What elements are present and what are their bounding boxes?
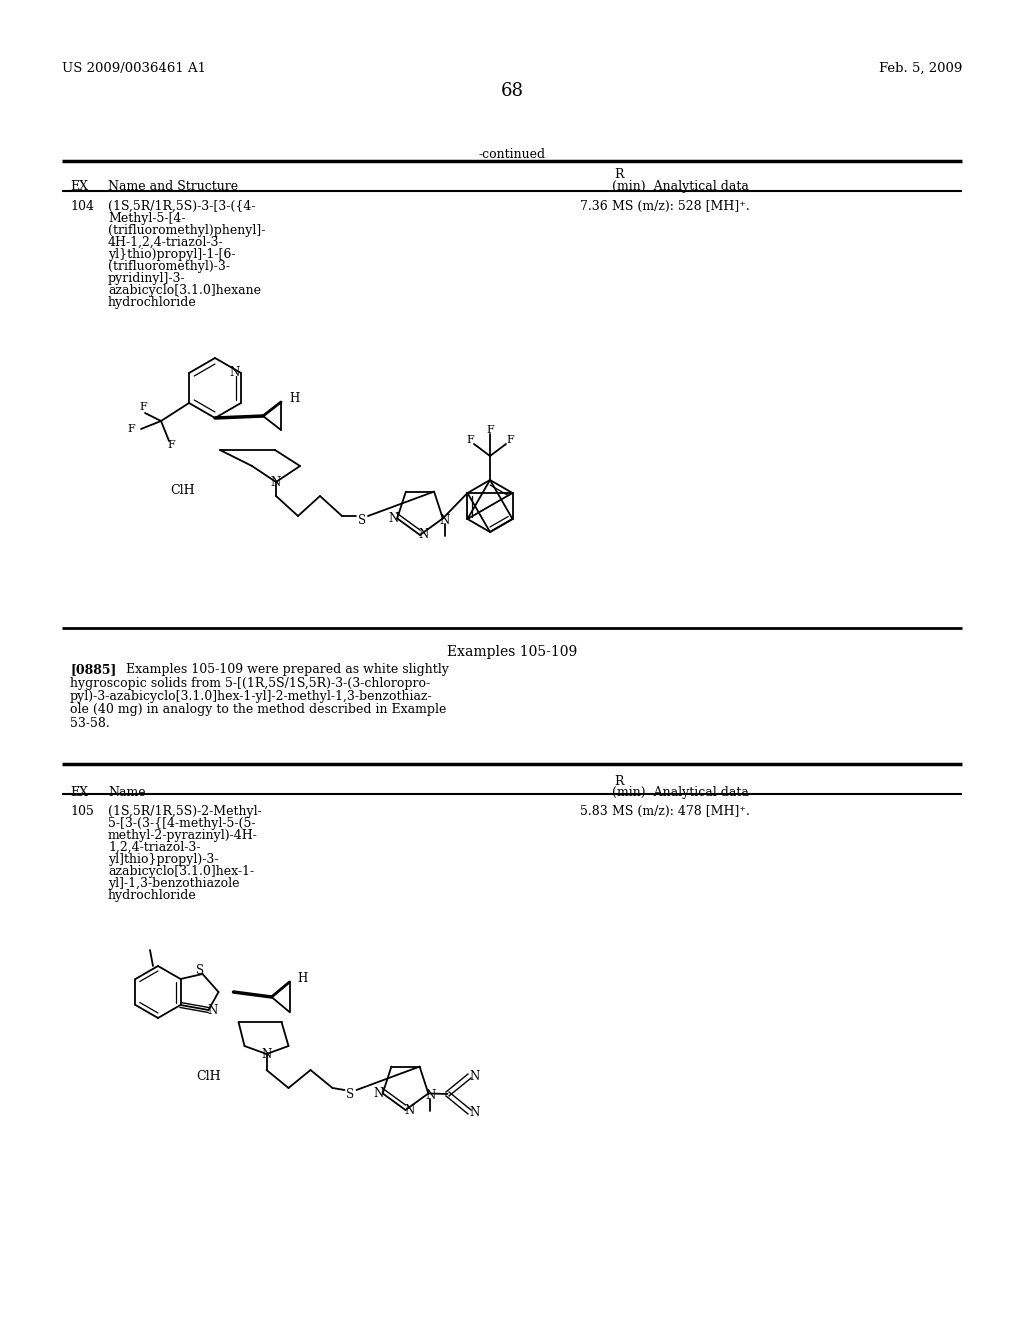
Text: N: N xyxy=(208,1003,218,1016)
Text: azabicyclo[3.1.0]hexane: azabicyclo[3.1.0]hexane xyxy=(108,284,261,297)
Text: S: S xyxy=(358,515,366,528)
Text: (min)  Analytical data: (min) Analytical data xyxy=(612,180,749,193)
Text: 53-58.: 53-58. xyxy=(70,717,110,730)
Text: F: F xyxy=(466,436,474,445)
Text: yl}thio)propyl]-1-[6-: yl}thio)propyl]-1-[6- xyxy=(108,248,236,261)
Text: 105: 105 xyxy=(70,805,94,818)
Text: hydrochloride: hydrochloride xyxy=(108,296,197,309)
Text: [0885]: [0885] xyxy=(70,663,117,676)
Text: EX: EX xyxy=(70,180,88,193)
Text: N: N xyxy=(404,1104,415,1117)
Text: 1,2,4-triazol-3-: 1,2,4-triazol-3- xyxy=(108,841,201,854)
Text: 104: 104 xyxy=(70,201,94,213)
Text: methyl-2-pyrazinyl)-4H-: methyl-2-pyrazinyl)-4H- xyxy=(108,829,258,842)
Text: N: N xyxy=(271,475,282,488)
Text: US 2009/0036461 A1: US 2009/0036461 A1 xyxy=(62,62,206,75)
Text: S: S xyxy=(346,1088,354,1101)
Text: (min)  Analytical data: (min) Analytical data xyxy=(612,785,749,799)
Text: (trifluoromethyl)-3-: (trifluoromethyl)-3- xyxy=(108,260,230,273)
Text: ClH: ClH xyxy=(197,1069,221,1082)
Text: H: H xyxy=(289,392,299,404)
Text: N: N xyxy=(425,1089,435,1102)
Text: F: F xyxy=(127,424,135,434)
Text: F: F xyxy=(486,425,494,436)
Text: 4H-1,2,4-triazol-3-: 4H-1,2,4-triazol-3- xyxy=(108,236,223,249)
Text: Methyl-5-[4-: Methyl-5-[4- xyxy=(108,213,185,224)
Text: 68: 68 xyxy=(501,82,523,100)
Text: F: F xyxy=(506,436,514,445)
Text: Examples 105-109 were prepared as white slightly: Examples 105-109 were prepared as white … xyxy=(114,663,449,676)
Text: N: N xyxy=(388,512,398,525)
Text: pyl)-3-azabicyclo[3.1.0]hex-1-yl]-2-methyl-1,3-benzothiaz-: pyl)-3-azabicyclo[3.1.0]hex-1-yl]-2-meth… xyxy=(70,690,432,704)
Text: -continued: -continued xyxy=(478,148,546,161)
Text: yl]thio}propyl)-3-: yl]thio}propyl)-3- xyxy=(108,853,218,866)
Text: N: N xyxy=(419,528,429,541)
Text: N: N xyxy=(469,1106,479,1118)
Text: (1S,5R/1R,5S)-2-Methyl-: (1S,5R/1R,5S)-2-Methyl- xyxy=(108,805,262,818)
Text: ClH: ClH xyxy=(170,483,195,496)
Text: R: R xyxy=(614,775,624,788)
Text: (trifluoromethyl)phenyl]-: (trifluoromethyl)phenyl]- xyxy=(108,224,265,238)
Text: N: N xyxy=(374,1086,384,1100)
Text: Name and Structure: Name and Structure xyxy=(108,180,239,193)
Text: hydrochloride: hydrochloride xyxy=(108,888,197,902)
Text: azabicyclo[3.1.0]hex-1-: azabicyclo[3.1.0]hex-1- xyxy=(108,865,254,878)
Text: Name: Name xyxy=(108,785,145,799)
Text: R: R xyxy=(614,168,624,181)
Text: Examples 105-109: Examples 105-109 xyxy=(446,645,578,659)
Text: N: N xyxy=(229,367,240,380)
Text: hygroscopic solids from 5-[(1R,5S/1S,5R)-3-(3-chloropro-: hygroscopic solids from 5-[(1R,5S/1S,5R)… xyxy=(70,676,430,689)
Text: ole (40 mg) in analogy to the method described in Example: ole (40 mg) in analogy to the method des… xyxy=(70,704,446,717)
Text: F: F xyxy=(167,440,175,450)
Text: Feb. 5, 2009: Feb. 5, 2009 xyxy=(879,62,962,75)
Text: 5.83: 5.83 xyxy=(580,805,608,818)
Text: S: S xyxy=(197,965,205,978)
Text: N: N xyxy=(439,513,450,527)
Text: yl]-1,3-benzothiazole: yl]-1,3-benzothiazole xyxy=(108,876,240,890)
Text: F: F xyxy=(139,403,146,412)
Text: N: N xyxy=(469,1069,479,1082)
Text: EX: EX xyxy=(70,785,88,799)
Text: pyridinyl]-3-: pyridinyl]-3- xyxy=(108,272,185,285)
Text: (1S,5R/1R,5S)-3-[3-({4-: (1S,5R/1R,5S)-3-[3-({4- xyxy=(108,201,256,213)
Text: MS (m/z): 478 [MH]⁺.: MS (m/z): 478 [MH]⁺. xyxy=(612,805,750,818)
Text: 5-[3-(3-{[4-methyl-5-(5-: 5-[3-(3-{[4-methyl-5-(5- xyxy=(108,817,256,830)
Text: H: H xyxy=(298,973,308,986)
Text: MS (m/z): 528 [MH]⁺.: MS (m/z): 528 [MH]⁺. xyxy=(612,201,750,213)
Text: N: N xyxy=(261,1048,271,1060)
Text: 7.36: 7.36 xyxy=(580,201,608,213)
